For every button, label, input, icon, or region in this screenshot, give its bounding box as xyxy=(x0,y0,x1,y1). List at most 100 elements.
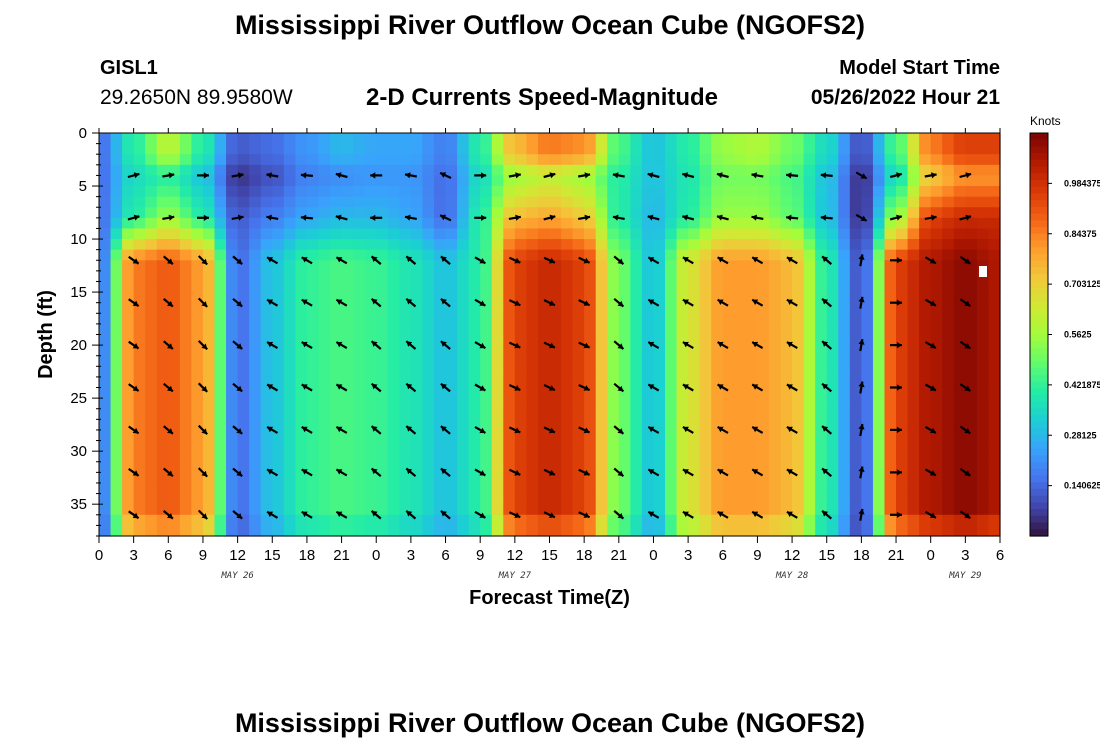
heat-cell xyxy=(537,440,551,452)
current-vector xyxy=(301,425,313,434)
heat-cell xyxy=(838,355,851,367)
heat-cell xyxy=(283,482,296,495)
heat-cell xyxy=(179,207,193,219)
heat-cell xyxy=(630,514,643,526)
heat-cell xyxy=(745,525,759,537)
heat-cell xyxy=(711,504,724,516)
heat-cell xyxy=(133,270,146,283)
heat-cell xyxy=(480,281,493,293)
heat-cell xyxy=(376,514,389,526)
heat-cell xyxy=(122,281,135,293)
heat-cell xyxy=(549,228,562,240)
heat-cell xyxy=(953,472,966,484)
heat-cell xyxy=(849,525,862,537)
heat-cell xyxy=(433,408,447,420)
heat-cell xyxy=(318,239,331,251)
heat-cell xyxy=(630,154,643,166)
heat-cell xyxy=(699,196,712,208)
heat-cell xyxy=(283,514,296,526)
heat-cell xyxy=(249,207,262,219)
heat-cell xyxy=(295,514,308,526)
heat-cell xyxy=(757,451,770,463)
vector-head xyxy=(336,299,343,305)
heat-cell xyxy=(237,398,250,410)
heat-cell xyxy=(318,270,331,283)
heat-cell xyxy=(572,429,585,442)
heat-cell xyxy=(803,366,816,378)
heat-cell xyxy=(930,292,943,304)
heat-cell xyxy=(849,175,862,187)
heat-cell xyxy=(237,366,250,378)
heat-cell xyxy=(641,472,655,484)
current-vector xyxy=(543,256,556,264)
heat-cell xyxy=(826,260,839,272)
heat-cell xyxy=(965,207,978,219)
heat-cell xyxy=(410,355,424,367)
heat-cell xyxy=(433,217,447,230)
heat-cell xyxy=(133,302,146,314)
heat-cell xyxy=(676,482,689,495)
heat-cell xyxy=(953,217,966,230)
heat-cell xyxy=(711,334,724,346)
vector-head xyxy=(682,214,689,221)
heat-cell xyxy=(896,408,909,420)
heat-cell xyxy=(272,334,285,346)
heat-cell xyxy=(595,260,608,272)
heat-cell xyxy=(133,493,146,505)
current-vector xyxy=(889,172,903,179)
current-vector xyxy=(266,383,279,392)
heat-cell xyxy=(965,323,978,336)
heat-cell xyxy=(491,164,504,177)
heat-cell xyxy=(272,408,285,420)
heat-cell xyxy=(422,217,435,230)
heat-cell xyxy=(861,154,874,166)
heat-cell xyxy=(584,482,597,495)
heat-cell xyxy=(722,164,735,177)
heat-cell xyxy=(410,164,424,177)
heat-cell xyxy=(364,461,377,473)
heat-cell xyxy=(872,239,886,251)
vector-head xyxy=(132,427,139,434)
heat-cell xyxy=(330,239,343,251)
heat-cell xyxy=(595,164,608,177)
heat-cell xyxy=(884,514,897,526)
heat-cell xyxy=(122,355,135,367)
current-vector xyxy=(335,341,348,350)
heat-cell xyxy=(537,133,551,145)
heat-cell xyxy=(757,493,770,505)
current-vector xyxy=(232,510,243,520)
heat-cell xyxy=(202,451,216,463)
heat-cell xyxy=(953,514,966,526)
heat-cell xyxy=(445,196,458,208)
heat-cell xyxy=(237,228,250,240)
heat-cell xyxy=(630,472,643,484)
heat-cell xyxy=(838,440,851,452)
heat-cell xyxy=(907,398,920,410)
heat-cell xyxy=(688,323,701,336)
heat-cell xyxy=(618,355,631,367)
heat-cell xyxy=(237,334,250,346)
heat-cell xyxy=(168,419,181,431)
heat-cell xyxy=(768,429,782,442)
heat-cell xyxy=(179,164,193,177)
heat-cell xyxy=(953,270,966,283)
heat-cell xyxy=(641,461,655,473)
heat-cell xyxy=(884,398,897,410)
heat-cell xyxy=(803,143,816,155)
heat-cell xyxy=(861,366,874,378)
heat-cell xyxy=(757,313,770,325)
heat-cell xyxy=(930,493,943,505)
heat-cell xyxy=(826,514,839,526)
heat-cell xyxy=(780,387,793,399)
vector-head xyxy=(440,298,447,305)
heat-cell xyxy=(965,186,978,198)
heat-cell xyxy=(584,154,597,166)
heat-cell xyxy=(641,345,655,357)
heat-cell xyxy=(757,504,770,516)
heat-cell xyxy=(976,482,990,495)
heat-cell xyxy=(745,260,759,272)
vector-head xyxy=(965,172,972,179)
heat-cell xyxy=(122,366,135,378)
heat-cell xyxy=(595,440,608,452)
heat-cell xyxy=(491,239,504,251)
